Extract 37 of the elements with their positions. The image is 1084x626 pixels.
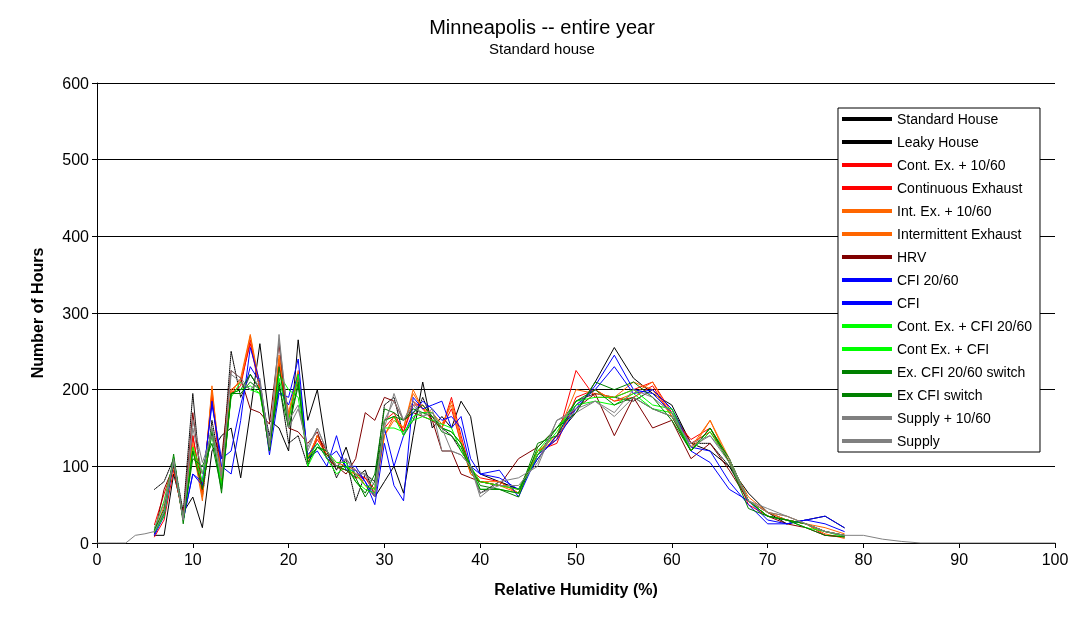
y-tick-label: 400 [62,227,90,245]
x-tick-label: 20 [279,550,298,568]
x-tick-label: 70 [758,550,777,568]
y-tick-label: 100 [62,457,90,475]
x-axis-title: Relative Humidity (%) [494,580,658,598]
legend-label: Ex. CFI 20/60 switch [896,364,1026,380]
legend-label: Supply [896,433,940,449]
legend-label: CFI [896,295,920,311]
x-tick-label: 0 [92,550,102,568]
legend-label: Standard House [896,111,999,127]
legend-label: Cont Ex. + CFI [896,341,990,357]
y-tick-label: 500 [62,151,90,169]
chart-title: Minneapolis -- entire year [429,16,656,38]
legend-label: Ex CFI switch [896,387,983,403]
legend-label: Cont. Ex. + 10/60 [896,157,1006,173]
x-tick-label: 100 [1041,550,1069,568]
y-axis-title: Number of Hours [28,247,46,379]
legend-label: Supply + 10/60 [896,410,991,426]
x-tick-label: 80 [854,550,873,568]
y-tick-label: 300 [62,304,90,322]
x-tick-label: 50 [567,550,585,568]
legend-label: Continuous Exhaust [896,180,1023,196]
x-tick-label: 30 [375,550,394,568]
x-tick-label: 60 [662,550,681,568]
legend-label: HRV [896,249,927,265]
x-tick-label: 40 [471,550,490,568]
legend-label: Int. Ex. + 10/60 [896,203,992,219]
x-tick-label: 90 [950,550,969,568]
y-tick-label: 600 [62,74,90,92]
legend-label: CFI 20/60 [896,272,959,288]
legend-label: Cont. Ex. + CFI 20/60 [896,318,1033,334]
y-tick-label: 0 [80,534,90,552]
legend-label: Leaky House [896,134,979,150]
x-tick-label: 10 [183,550,202,568]
legend-label: Intermittent Exhaust [896,226,1022,242]
chart-subtitle: Standard house [489,40,595,57]
y-tick-label: 200 [62,381,90,399]
